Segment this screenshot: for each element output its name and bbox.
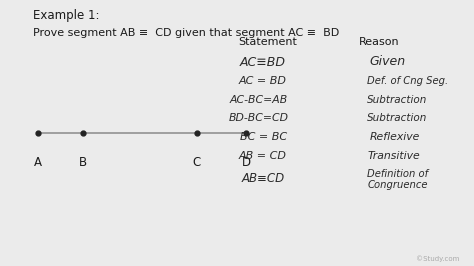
Text: AB = CD: AB = CD bbox=[239, 151, 287, 161]
Text: Transitive: Transitive bbox=[367, 151, 420, 161]
Text: AC-BC=AB: AC-BC=AB bbox=[229, 95, 287, 105]
Text: Subtraction: Subtraction bbox=[367, 113, 428, 123]
Text: B: B bbox=[79, 156, 87, 169]
Text: Statement: Statement bbox=[238, 36, 297, 47]
Text: AC≡BD: AC≡BD bbox=[240, 56, 286, 69]
Text: Prove segment AB ≡  CD given that segment AC ≡  BD: Prove segment AB ≡ CD given that segment… bbox=[33, 28, 339, 38]
Text: ©Study.com: ©Study.com bbox=[416, 255, 460, 262]
Text: Definition of
Congruence: Definition of Congruence bbox=[367, 169, 428, 190]
Text: AC = BD: AC = BD bbox=[239, 76, 287, 86]
Text: A: A bbox=[34, 156, 42, 169]
Text: Reflexive: Reflexive bbox=[370, 132, 420, 142]
Text: Def. of Cng Seg.: Def. of Cng Seg. bbox=[367, 76, 448, 86]
Text: AB≡CD: AB≡CD bbox=[242, 172, 284, 185]
Text: BD-BC=CD: BD-BC=CD bbox=[228, 113, 288, 123]
Text: Subtraction: Subtraction bbox=[367, 95, 428, 105]
Text: Reason: Reason bbox=[359, 36, 400, 47]
Text: D: D bbox=[242, 156, 251, 169]
Text: C: C bbox=[192, 156, 201, 169]
Text: Given: Given bbox=[370, 55, 406, 68]
Text: BC = BC: BC = BC bbox=[239, 132, 287, 142]
Text: Example 1:: Example 1: bbox=[33, 9, 100, 22]
